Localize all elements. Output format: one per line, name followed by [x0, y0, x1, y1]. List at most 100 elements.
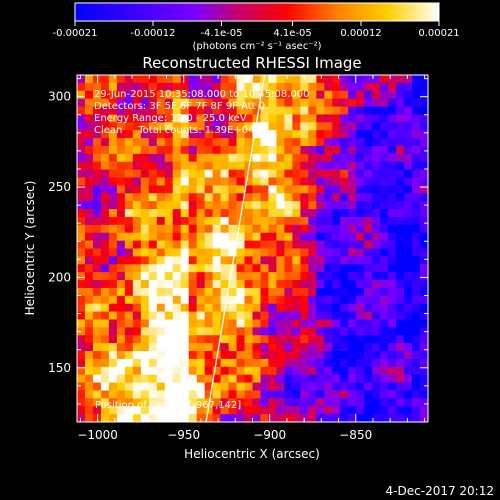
- heatmap-cell: [244, 177, 254, 187]
- heatmap-cell: [148, 311, 158, 321]
- heatmap-cell: [148, 358, 158, 368]
- heatmap-cell: [268, 303, 278, 313]
- heatmap-cell: [276, 358, 286, 368]
- heatmap-cell: [108, 390, 118, 399]
- heatmap-cell: [228, 153, 238, 163]
- heatmap-cell: [388, 382, 397, 392]
- heatmap-cell: [284, 414, 293, 422]
- heatmap-cell: [172, 358, 182, 368]
- annotation-detectors: Detectors: 3F 5F 6F 7F 8F 9F Att 0: [94, 101, 265, 112]
- heatmap-cell: [372, 122, 381, 131]
- heatmap-cell: [332, 153, 341, 163]
- heatmap-cell: [316, 390, 325, 399]
- heatmap-cell: [332, 145, 341, 155]
- heatmap-cell: [236, 366, 246, 376]
- heatmap-cell: [260, 398, 270, 407]
- heatmap-cell: [204, 161, 214, 171]
- heatmap-cell: [236, 169, 246, 179]
- colorbar-tick-label: -0.00012: [131, 28, 176, 39]
- heatmap-cell: [284, 193, 293, 202]
- heatmap-cell: [396, 114, 405, 123]
- heatmap-cell: [364, 216, 373, 226]
- heatmap-cell: [412, 224, 421, 234]
- heatmap-cell: [148, 335, 158, 344]
- heatmap-cell: [172, 256, 182, 265]
- heatmap-cell: [212, 366, 222, 376]
- heatmap-cell: [92, 287, 102, 297]
- heatmap-cell: [260, 382, 270, 392]
- heatmap-cell: [252, 216, 262, 226]
- heatmap-cell: [420, 193, 428, 202]
- heatmap-cell: [372, 153, 381, 163]
- heatmap-cell: [348, 358, 357, 368]
- heatmap-cell: [380, 327, 389, 336]
- heatmap-cell: [244, 358, 254, 368]
- heatmap-cell: [252, 366, 262, 376]
- heatmap-cell: [196, 366, 206, 376]
- heatmap-cell: [132, 335, 142, 344]
- heatmap-cell: [164, 335, 174, 344]
- heatmap-cell: [356, 358, 365, 368]
- heatmap-cell: [116, 201, 126, 210]
- heatmap-cell: [276, 145, 286, 155]
- heatmap-cell: [196, 398, 206, 407]
- heatmap-cell: [228, 240, 238, 250]
- heatmap-cell: [332, 382, 341, 392]
- heatmap-cell: [180, 209, 190, 218]
- heatmap-cell: [212, 240, 222, 250]
- heatmap-cell: [260, 319, 270, 328]
- heatmap-cell: [244, 185, 254, 194]
- heatmap-cell: [164, 264, 174, 273]
- heatmap-cell: [188, 209, 198, 218]
- heatmap-cell: [204, 264, 214, 273]
- heatmap-cell: [340, 82, 349, 92]
- heatmap-cell: [252, 398, 262, 407]
- heatmap-cell: [324, 82, 333, 92]
- heatmap-cell: [228, 185, 238, 194]
- heatmap-cell: [316, 287, 325, 297]
- heatmap-cell: [308, 406, 317, 415]
- heatmap-cell: [412, 138, 421, 147]
- heatmap-cell: [132, 295, 142, 305]
- heatmap-cell: [108, 82, 118, 92]
- heatmap-cell: [268, 358, 278, 368]
- heatmap-cell: [180, 122, 190, 131]
- heatmap-cell: [332, 122, 341, 131]
- heatmap-cell: [92, 264, 102, 273]
- heatmap-cell: [284, 177, 293, 187]
- heatmap-cell: [132, 75, 142, 84]
- heatmap-cell: [92, 232, 102, 242]
- heatmap-cell: [124, 185, 134, 194]
- heatmap-cell: [228, 90, 238, 100]
- heatmap-cell: [148, 177, 158, 187]
- heatmap-cell: [260, 295, 270, 305]
- heatmap-cell: [156, 327, 166, 336]
- heatmap-cell: [420, 130, 428, 139]
- heatmap-cell: [77, 358, 86, 368]
- heatmap-cell: [108, 161, 118, 171]
- heatmap-cell: [188, 351, 198, 360]
- heatmap-cell: [356, 130, 365, 139]
- heatmap-cell: [316, 169, 325, 179]
- heatmap-cell: [268, 287, 278, 297]
- heatmap-cell: [260, 106, 270, 116]
- heatmap-cell: [332, 75, 341, 84]
- heatmap-cell: [180, 224, 190, 234]
- heatmap-cell: [148, 138, 158, 147]
- heatmap-cell: [100, 374, 110, 384]
- heatmap-cell: [92, 280, 102, 289]
- heatmap-cell: [348, 138, 357, 147]
- heatmap-cell: [412, 390, 421, 399]
- heatmap-cell: [308, 414, 317, 422]
- heatmap-cell: [196, 382, 206, 392]
- heatmap-cell: [148, 374, 158, 384]
- heatmap-cell: [92, 98, 102, 108]
- heatmap-cell: [156, 390, 166, 399]
- heatmap-cell: [324, 153, 333, 163]
- heatmap-cell: [140, 311, 150, 321]
- heatmap-cell: [260, 114, 270, 123]
- heatmap-cell: [84, 303, 94, 313]
- heatmap-cell: [412, 169, 421, 179]
- heatmap-cell: [77, 287, 86, 297]
